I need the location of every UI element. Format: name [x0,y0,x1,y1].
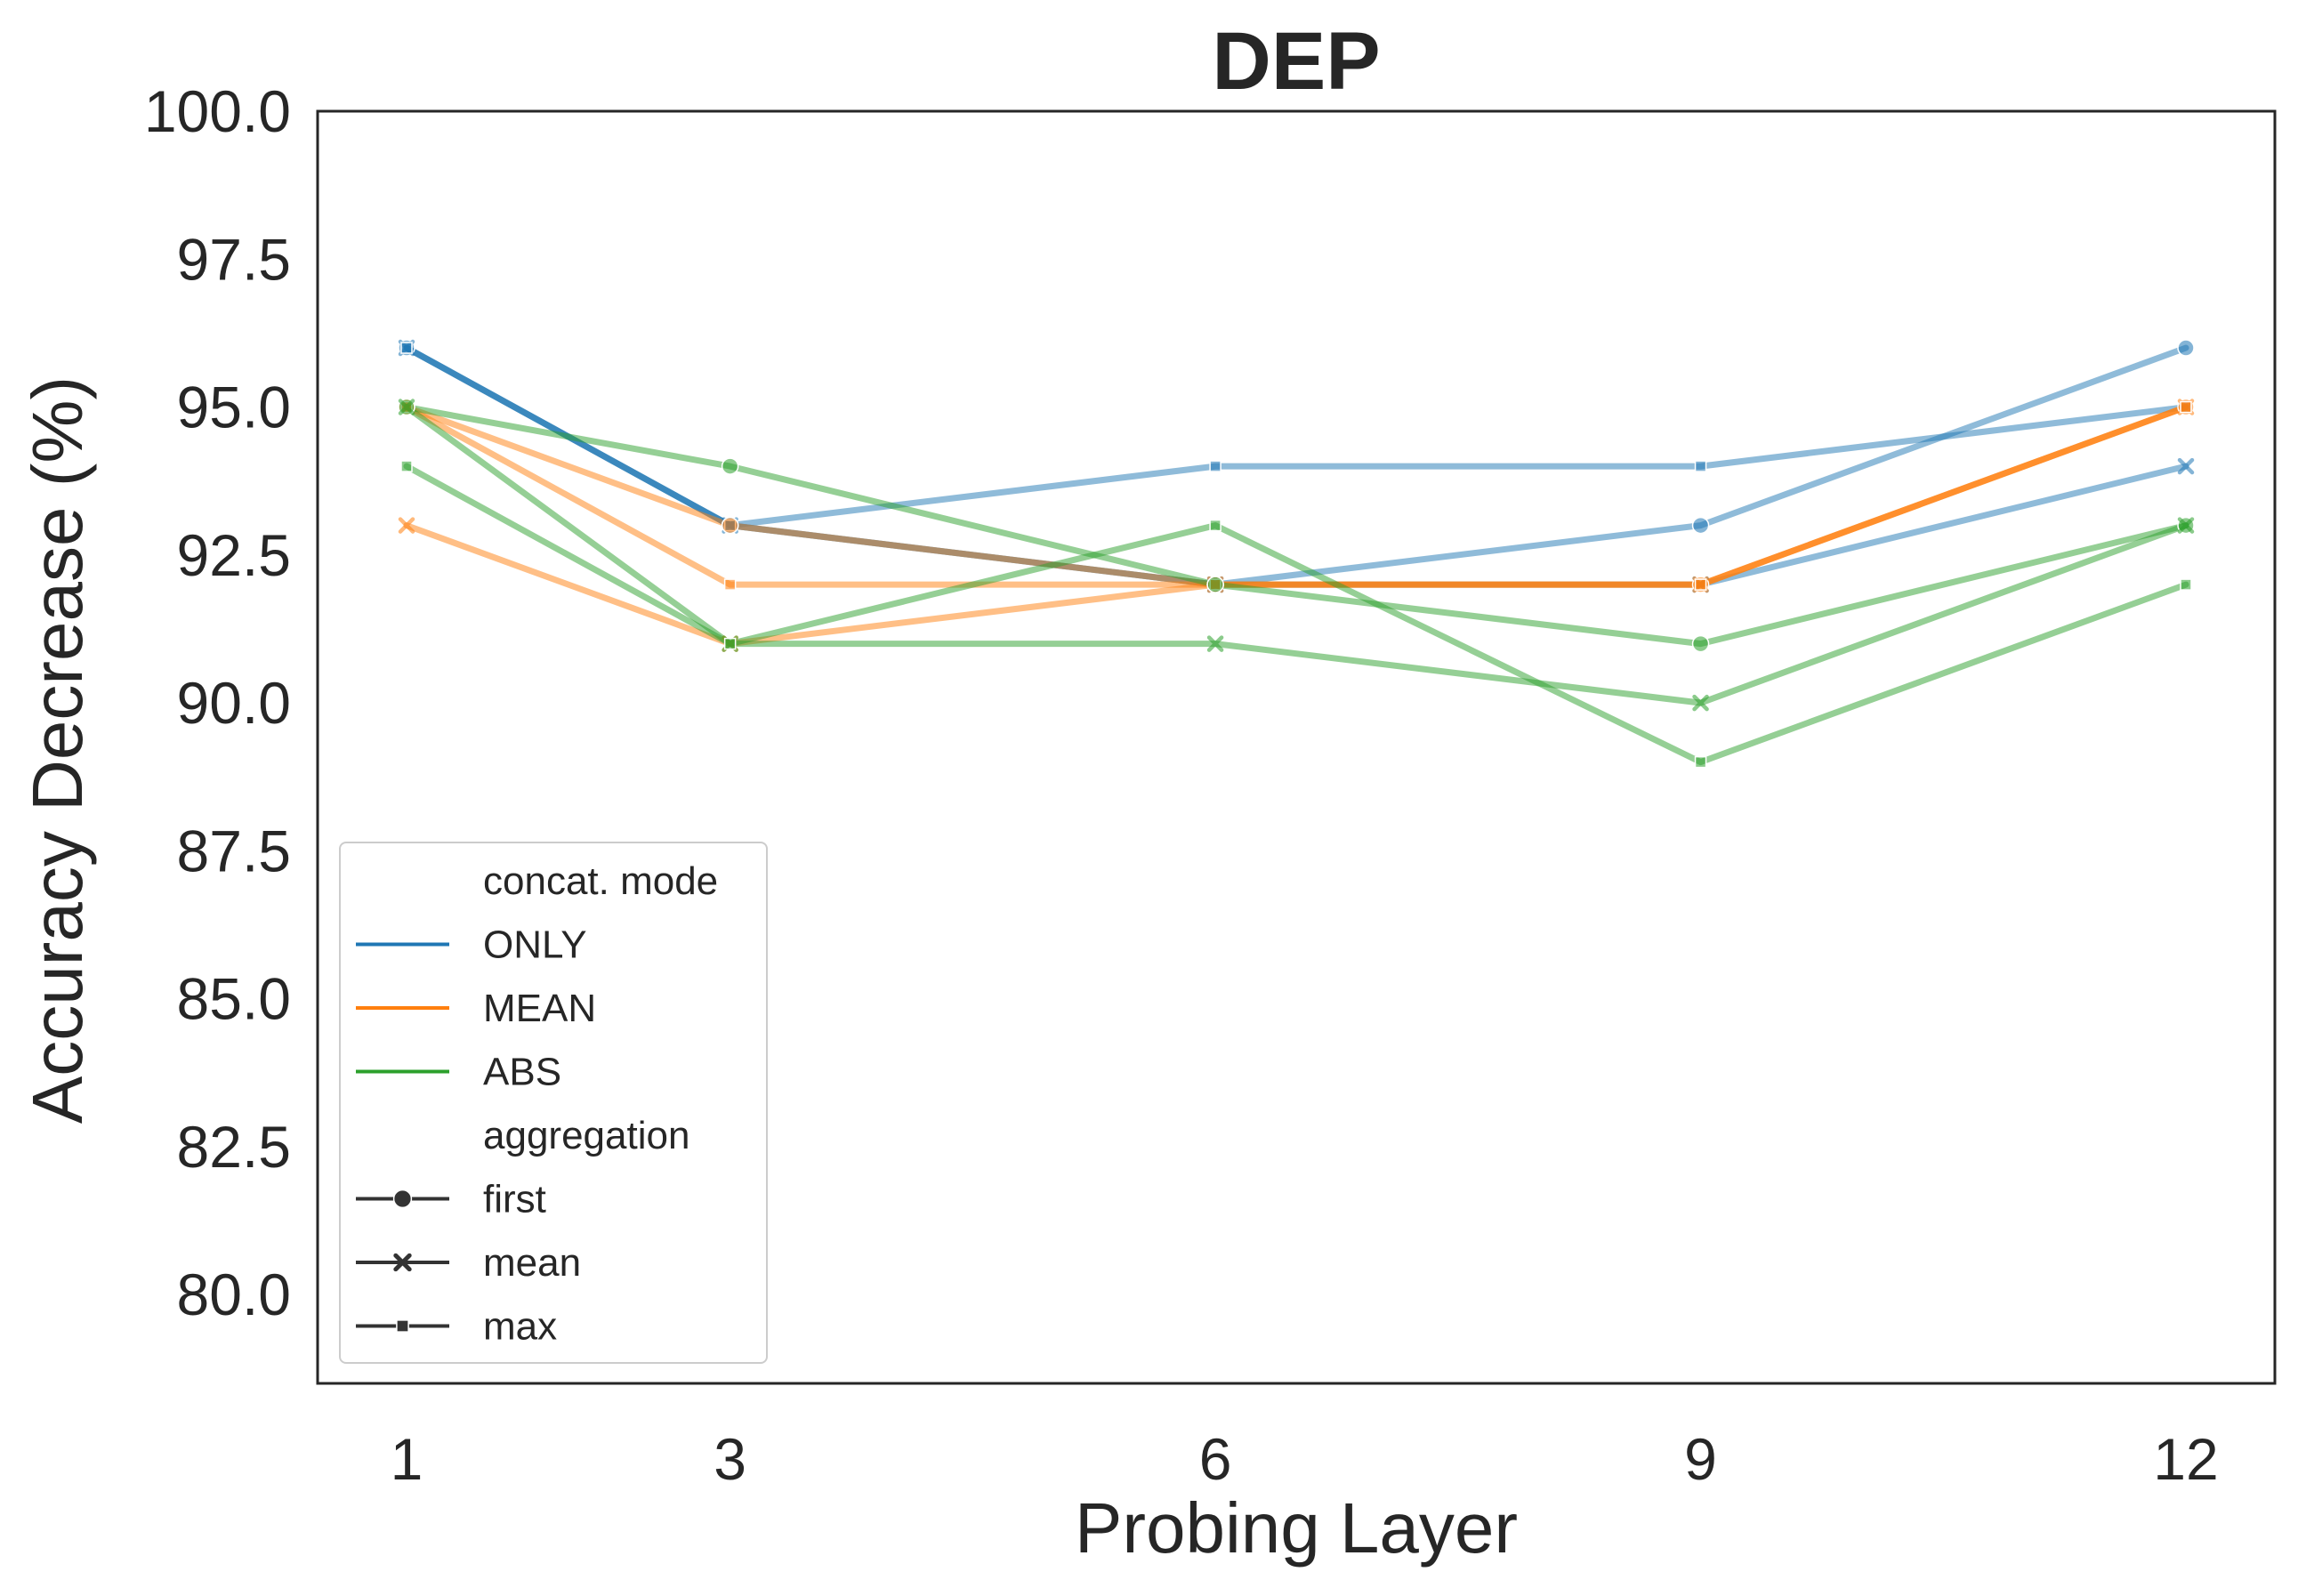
x-tick-label: 9 [1684,1426,1717,1492]
data-point-mean-mean [398,517,415,534]
legend-item-only: ONLY [483,923,587,967]
data-point-abs-max [1209,519,1222,532]
y-axis-ticks: 80.0 82.5 85.0 87.5 90.0 92.5 95.0 97.5 100.0 [144,78,291,1327]
series-line-only-max [403,344,2189,529]
data-point-only-first [2177,339,2195,357]
data-point-only-max [400,342,413,354]
series-line-abs-max [403,463,2189,766]
y-tick-label: 97.5 [177,226,291,292]
data-point-abs-mean [2177,517,2195,534]
legend-title-aggregation: aggregation [483,1114,689,1157]
data-point-abs-mean [1206,635,1224,652]
data-point-only-first [1691,516,1710,535]
y-tick-label: 92.5 [177,522,291,588]
x-axis-ticks: 1 3 6 9 12 [391,1426,2219,1492]
chart-title: DEP [1212,16,1380,107]
legend-marker-first [392,1189,413,1209]
y-tick-label: 80.0 [177,1261,291,1327]
data-point-abs-mean [1692,694,1709,712]
legend-item-abs: ABS [483,1051,561,1094]
data-point-abs-first [721,457,739,475]
data-point-abs-mean [398,399,415,415]
legend-title-concat-mode: concat. mode [483,859,718,903]
x-tick-label: 1 [391,1426,423,1492]
data-point-only-mean [2177,457,2195,475]
data-point-mean-max [1694,578,1707,591]
y-tick-label: 95.0 [177,375,291,440]
x-tick-label: 12 [2153,1426,2218,1492]
data-point-mean-max [2180,400,2192,414]
x-tick-label: 3 [714,1426,746,1492]
legend-item-first: first [483,1178,546,1221]
series-markers [398,339,2195,769]
data-point-abs-max [2180,578,2192,591]
y-tick-label: 87.5 [177,818,291,883]
legend-item-mean: MEAN [483,987,596,1030]
legend-box [339,842,768,1364]
data-point-abs-first [1206,576,1224,593]
data-point-abs-max [400,460,413,472]
legend-item-max: max [483,1305,557,1349]
legend-item-mean: mean [483,1241,581,1285]
data-point-mean-max [723,578,737,591]
data-point-abs-max [723,637,737,650]
plot-area-frame [316,109,2277,1385]
legend: concat. mode ONLY MEAN ABS aggregation first m… [339,842,768,1364]
y-tick-label: 90.0 [177,670,291,736]
data-point-abs-max [1694,755,1707,769]
data-point-only-max [1694,460,1707,472]
y-axis-label: Accuracy Decrease (%) [18,376,97,1124]
x-axis-label: Probing Layer [1075,1488,1518,1568]
y-tick-label: 85.0 [177,966,291,1032]
data-point-mean-first [721,516,739,535]
series-lines [403,344,2189,766]
x-tick-label: 6 [1199,1426,1232,1492]
y-tick-label: 82.5 [177,1114,291,1180]
legend-marker-max [396,1319,409,1333]
y-tick-label: 100.0 [144,78,291,144]
legend-marker-mean [393,1253,412,1272]
data-point-only-max [1209,460,1222,472]
data-point-abs-first [1691,634,1710,653]
